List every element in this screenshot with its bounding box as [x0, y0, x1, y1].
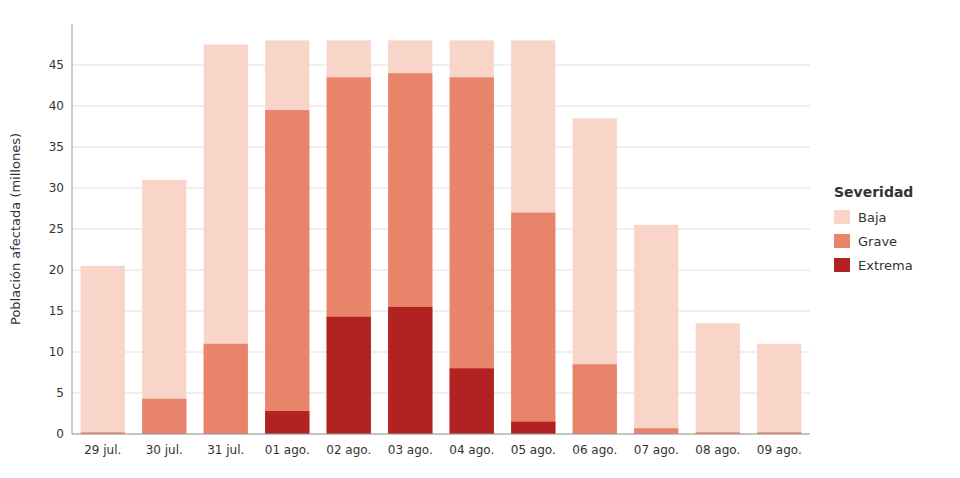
bar: [573, 118, 617, 434]
bar: [696, 323, 740, 434]
bar: [327, 317, 371, 434]
bar: [634, 428, 678, 434]
x-tick-label: 31 jul.: [207, 443, 244, 457]
x-tick-label: 01 ago.: [265, 443, 310, 457]
legend-swatch: [834, 210, 850, 224]
bar: [450, 77, 494, 434]
x-tick-label: 09 ago.: [757, 443, 802, 457]
legend-label: Extrema: [858, 258, 913, 273]
bar: [81, 266, 125, 434]
bar: [450, 40, 494, 434]
legend-label: Baja: [858, 210, 886, 225]
bar: [142, 180, 186, 434]
y-axis-line: [72, 24, 73, 434]
grid-line: [72, 434, 810, 435]
y-tick-label: 45: [49, 58, 64, 72]
legend-swatch: [834, 258, 850, 272]
legend: Severidad Baja Grave Extrema: [834, 184, 913, 273]
x-tick-label: 04 ago.: [449, 443, 494, 457]
bar: [388, 40, 432, 434]
bar: [511, 40, 555, 434]
x-axis-line: [72, 434, 810, 435]
bar: [327, 77, 371, 434]
bar: [327, 40, 371, 434]
y-tick-label: 15: [49, 304, 64, 318]
legend-label: Grave: [858, 234, 897, 249]
x-tick-label: 07 ago.: [634, 443, 679, 457]
bar: [388, 73, 432, 434]
y-tick-label: 0: [56, 427, 64, 441]
bar: [511, 213, 555, 434]
bar: [573, 364, 617, 434]
grid-line: [72, 106, 810, 107]
x-tick-label: 30 jul.: [146, 443, 183, 457]
y-tick-label: 35: [49, 140, 64, 154]
y-tick-label: 5: [56, 386, 64, 400]
chart-svg: 0 5 10 15 20 25 30 35 40 45 29 jul. 30 jul. 31 jul. 0…: [0, 0, 960, 478]
grid-line: [72, 65, 810, 66]
grid-line: [72, 147, 810, 148]
y-tick-label: 40: [49, 99, 64, 113]
x-tick-label: 06 ago.: [572, 443, 617, 457]
x-tick-label: 08 ago.: [695, 443, 740, 457]
bar: [265, 40, 309, 434]
x-tick-label: 05 ago.: [511, 443, 556, 457]
y-grid: [72, 65, 810, 434]
bar: [265, 411, 309, 434]
legend-title: Severidad: [834, 184, 913, 200]
bar: [142, 399, 186, 434]
x-tick-label: 02 ago.: [326, 443, 371, 457]
chart-container: 0 5 10 15 20 25 30 35 40 45 29 jul. 30 jul. 31 jul. 0…: [0, 0, 960, 478]
bar: [204, 344, 248, 434]
bar: [757, 344, 801, 434]
bar: [634, 225, 678, 434]
y-tick-label: 30: [49, 181, 64, 195]
y-axis-label: Población afectada (millones): [8, 133, 23, 325]
y-tick-label: 20: [49, 263, 64, 277]
y-tick-label: 25: [49, 222, 64, 236]
bar: [511, 422, 555, 434]
bar: [204, 45, 248, 435]
bars: [81, 40, 802, 434]
bar: [388, 307, 432, 434]
legend-swatch: [834, 234, 850, 248]
x-tick-label: 29 jul.: [84, 443, 121, 457]
x-tick-label: 03 ago.: [388, 443, 433, 457]
bar: [450, 368, 494, 434]
y-tick-label: 10: [49, 345, 64, 359]
bar: [265, 110, 309, 434]
